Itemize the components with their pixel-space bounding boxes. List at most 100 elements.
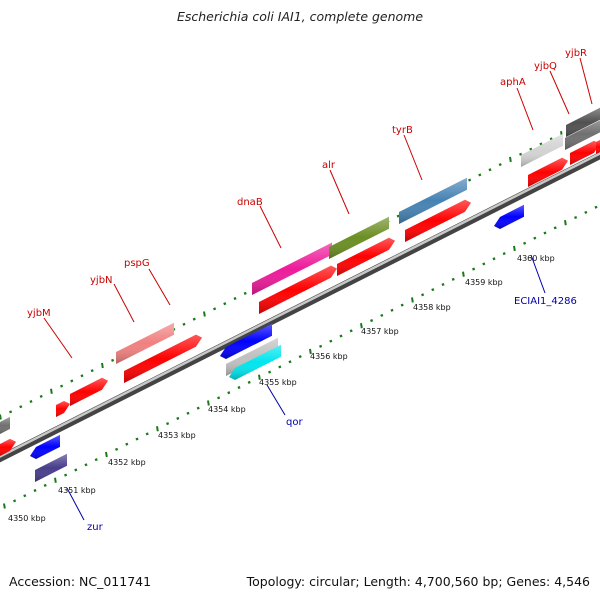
minor-tick (217, 396, 221, 400)
major-tick (54, 477, 57, 483)
feature-shading (494, 204, 524, 229)
gene-features (0, 107, 600, 482)
feature-shading (252, 242, 332, 295)
gene-label-dnaB: dnaB (237, 197, 263, 208)
major-tick (309, 348, 312, 355)
minor-tick (549, 137, 553, 141)
major-tick (360, 323, 363, 329)
minor-tick (125, 442, 129, 446)
minor-tick (227, 391, 231, 395)
minor-tick (43, 483, 47, 487)
major-tick (411, 297, 414, 303)
minor-tick (90, 369, 94, 373)
scale-label: 4356 kbp (310, 352, 348, 361)
feature-shading (35, 453, 67, 482)
scale-label: 4357 kbp (361, 327, 399, 336)
minor-tick (29, 400, 33, 404)
minor-tick (192, 317, 196, 321)
lower-tick-row (3, 205, 598, 509)
minor-tick (135, 437, 139, 441)
minor-tick (80, 374, 84, 378)
scale-label: 4360 kbp (517, 254, 555, 263)
minor-tick (94, 458, 98, 462)
minor-tick (396, 214, 400, 218)
feature-shading (528, 157, 568, 187)
minor-tick (349, 329, 353, 333)
minor-tick (543, 231, 547, 235)
feature-shading (116, 322, 174, 364)
major-tick (101, 362, 104, 369)
minor-tick (319, 344, 323, 348)
gene-label-qor: qor (286, 417, 303, 428)
minor-tick (9, 410, 13, 414)
minor-tick (243, 291, 247, 295)
minor-tick (233, 297, 237, 301)
accession-label: Accession: NC_011741 (9, 574, 152, 589)
minor-tick (70, 379, 74, 383)
major-tick (509, 156, 512, 163)
scale-label: 4350 kbp (8, 514, 46, 523)
minor-tick (488, 168, 492, 172)
minor-tick (13, 499, 17, 503)
minor-tick (213, 307, 217, 311)
minor-tick (400, 303, 404, 307)
major-tick (0, 414, 2, 420)
minor-tick (441, 282, 445, 287)
major-tick (513, 245, 516, 252)
feature-shading (0, 416, 10, 434)
feature-shading (124, 334, 202, 383)
major-tick (156, 426, 159, 432)
minor-tick (431, 288, 435, 292)
minor-tick (472, 267, 476, 271)
gene-labels-top: yjbM yjbN pspG dnaB alr tyrB aphA yjbQ y… (27, 48, 587, 319)
gene-label-zur: zur (87, 522, 104, 533)
feature-shading (56, 401, 70, 417)
major-tick (203, 311, 206, 317)
feature-shading (220, 323, 272, 359)
gene-label-pspG: pspG (124, 258, 150, 269)
gene-label-aphA: aphA (500, 77, 526, 88)
minor-tick (115, 447, 119, 451)
minor-tick (60, 384, 64, 388)
feature-shading (566, 107, 600, 137)
minor-tick (492, 257, 496, 261)
scale-label: 4351 kbp (58, 486, 96, 495)
minor-tick (196, 406, 200, 410)
scale-label: 4352 kbp (108, 458, 146, 467)
feature-shading (0, 438, 16, 456)
minor-tick (594, 205, 598, 209)
feature-shading (229, 344, 281, 380)
minor-tick (529, 147, 533, 151)
major-tick (105, 451, 108, 458)
minor-tick (519, 152, 523, 156)
minor-tick (64, 473, 68, 477)
minor-tick (339, 334, 343, 338)
minor-tick (247, 380, 251, 384)
minor-tick (186, 411, 190, 415)
minor-tick (380, 313, 384, 317)
minor-tick (182, 322, 186, 326)
scale-label: 4359 kbp (465, 278, 503, 287)
gene-callout-lines-bottom (66, 254, 546, 521)
major-tick (564, 220, 567, 226)
minor-tick (19, 405, 23, 409)
feature-shading (337, 237, 395, 276)
minor-tick (39, 394, 43, 398)
minor-tick (74, 468, 78, 472)
minor-tick (539, 142, 543, 146)
feature-shading (70, 377, 108, 406)
minor-tick (584, 210, 588, 214)
minor-tick (176, 416, 180, 420)
minor-tick (451, 277, 455, 281)
feature-shading (399, 177, 467, 224)
minor-tick (33, 489, 37, 493)
feature-shading (30, 434, 60, 459)
feature-shading (259, 265, 337, 314)
minor-tick (145, 432, 149, 436)
scale-label: 4355 kbp (259, 378, 297, 387)
minor-tick (574, 216, 578, 220)
gene-callout-lines (43, 57, 593, 359)
minor-tick (298, 355, 302, 359)
gene-label-yjbR: yjbR (565, 48, 587, 59)
minor-tick (223, 302, 227, 306)
